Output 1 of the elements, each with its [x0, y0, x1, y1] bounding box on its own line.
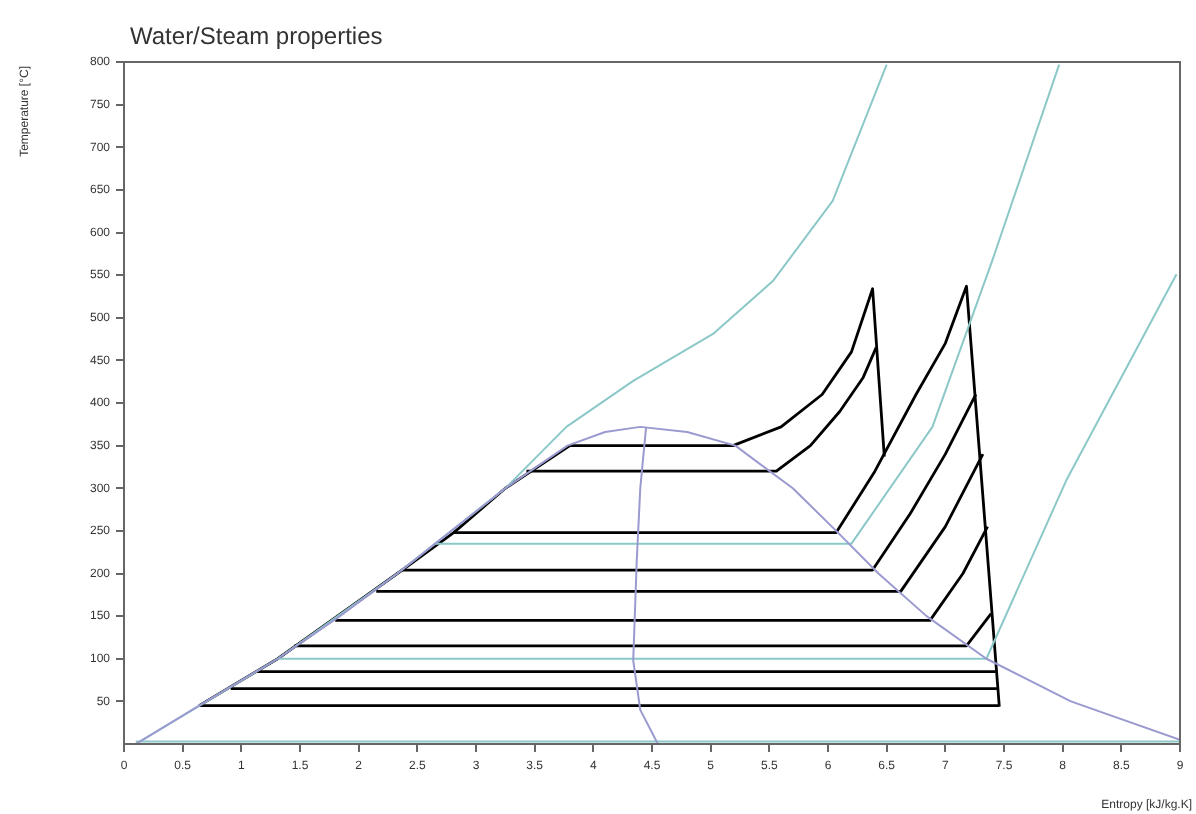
chart-title: Water/Steam properties [130, 22, 383, 50]
